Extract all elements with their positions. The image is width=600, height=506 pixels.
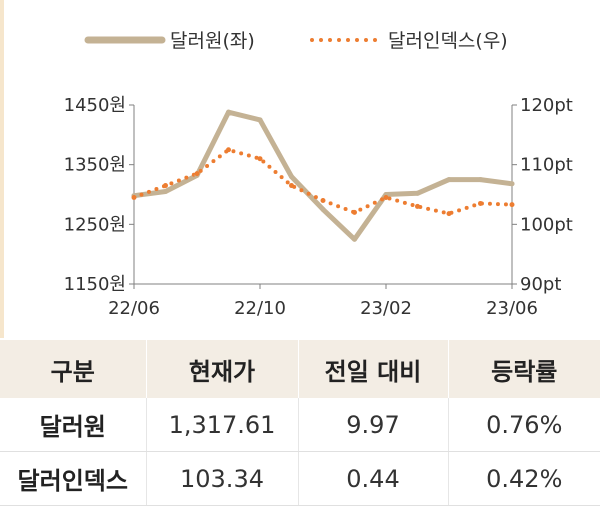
- table-header-row: 구분 현재가 전일 대비 등락률: [0, 340, 600, 398]
- data-point-usdkrw: [446, 177, 452, 183]
- data-point-dollar-index: [163, 183, 168, 189]
- table-row: 달러원 1,317.61 9.97 0.76%: [0, 398, 600, 452]
- current-price-cell: 1,317.61: [146, 398, 299, 452]
- exchange-rate-chart: 달러원(좌) 달러인덱스(우) 1450원 1350원 1250원 1150원 120pt 1…: [64, 30, 573, 319]
- chart-canvas: 달러원(좌) 달러인덱스(우) 1450원 1350원 1250원 1150원 120pt 1…: [64, 30, 573, 319]
- data-point-dollar-index: [226, 147, 231, 153]
- x-tick-label: 23/02: [360, 298, 412, 319]
- y-right-tick-label: 120pt: [520, 95, 573, 116]
- data-point-dollar-index: [320, 197, 326, 203]
- y-right-tick-label: 100pt: [520, 214, 573, 235]
- data-point-usdkrw: [320, 206, 326, 212]
- data-point-dollar-index: [352, 209, 357, 215]
- y-left-tick-label: 1450원: [64, 95, 126, 116]
- y-right-tick-label: 110pt: [520, 155, 573, 176]
- x-tick-label: 22/06: [108, 298, 160, 319]
- header-current-price: 현재가: [146, 340, 299, 398]
- series-line-usdkrw: [131, 109, 515, 242]
- x-tick-label: 22/10: [234, 298, 286, 319]
- row-label: 달러원: [0, 398, 147, 452]
- left-accent-bar: [0, 0, 4, 338]
- data-point-usdkrw: [163, 189, 168, 195]
- data-point-dollar-index: [383, 194, 389, 200]
- data-point-usdkrw: [509, 181, 515, 187]
- data-point-dollar-index: [478, 200, 483, 206]
- data-point-dollar-index: [446, 211, 452, 217]
- change-cell: 9.97: [298, 398, 449, 452]
- y-left-tick-label: 1150원: [64, 274, 126, 295]
- y-right-tick-label: 90pt: [520, 274, 561, 295]
- data-point-usdkrw: [289, 174, 294, 180]
- data-point-dollar-index: [131, 194, 137, 200]
- table-row: 달러인덱스 103.34 0.44 0.42%: [0, 451, 600, 506]
- legend-label-dollar-index: 달러인덱스(우): [388, 30, 508, 52]
- data-point-dollar-index: [289, 183, 294, 189]
- data-point-usdkrw: [257, 117, 263, 123]
- change-rate-cell: 0.76%: [448, 398, 600, 452]
- data-point-usdkrw: [478, 177, 483, 183]
- header-change-rate: 등락률: [448, 340, 600, 398]
- header-category: 구분: [0, 340, 147, 398]
- y-left-tick-label: 1250원: [64, 214, 126, 235]
- header-change: 전일 대비: [298, 340, 449, 398]
- change-cell: 0.44: [298, 451, 449, 506]
- change-rate-cell: 0.42%: [448, 451, 600, 506]
- x-tick-label: 23/06: [486, 298, 538, 319]
- row-label: 달러인덱스: [0, 451, 147, 506]
- data-point-dollar-index: [415, 203, 420, 209]
- y-left-tick-label: 1350원: [64, 155, 126, 176]
- data-point-dollar-index: [257, 156, 263, 162]
- data-point-usdkrw: [415, 190, 420, 196]
- legend-label-usdkrw: 달러원(좌): [170, 30, 255, 52]
- data-point-dollar-index: [194, 171, 200, 177]
- current-price-cell: 103.34: [146, 451, 299, 506]
- data-point-usdkrw: [226, 109, 231, 115]
- data-point-usdkrw: [352, 236, 357, 242]
- quote-table: 구분 현재가 전일 대비 등락률 달러원 1,317.61 9.97 0.76%…: [0, 340, 600, 506]
- data-point-dollar-index: [509, 202, 515, 208]
